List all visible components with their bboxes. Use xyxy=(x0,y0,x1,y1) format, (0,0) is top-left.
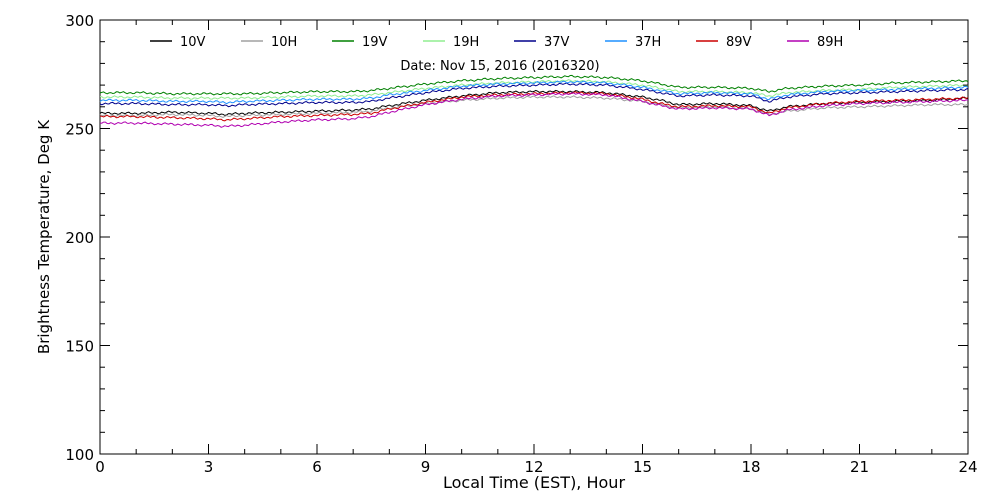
x-tick-label: 12 xyxy=(524,458,543,476)
x-axis-label: Local Time (EST), Hour xyxy=(443,473,625,492)
y-tick-label: 200 xyxy=(65,229,94,247)
legend-label-37v: 37V xyxy=(544,35,570,50)
y-tick-label: 300 xyxy=(65,12,94,30)
y-axis-label: Brightness Temperature, Deg K xyxy=(35,119,53,354)
legend: 10V 10H 19V 19H 37V 37H 89V 89H xyxy=(150,35,843,50)
x-tick-label: 0 xyxy=(95,458,105,476)
legend-label-19h: 19H xyxy=(453,35,479,50)
series-line-89h xyxy=(99,92,969,128)
legend-label-10v: 10V xyxy=(180,35,206,50)
series-line-19v xyxy=(99,74,969,96)
legend-label-10h: 10H xyxy=(271,35,297,50)
x-tick-label: 18 xyxy=(741,458,760,476)
legend-label-89h: 89H xyxy=(817,35,843,50)
y-tick-label: 100 xyxy=(65,446,94,464)
series-layer xyxy=(99,74,969,128)
series-line-37v xyxy=(99,82,969,108)
y-tick-label: 150 xyxy=(65,338,94,356)
x-tick-label: 15 xyxy=(633,458,652,476)
legend-label-89v: 89V xyxy=(726,35,752,50)
y-tick-label: 250 xyxy=(65,121,94,139)
legend-label-37h: 37H xyxy=(635,35,661,50)
series-line-10h xyxy=(99,95,969,118)
series-line-19h xyxy=(99,79,969,100)
series-line-89v xyxy=(99,91,969,122)
date-annotation: Date: Nov 15, 2016 (2016320) xyxy=(400,59,599,74)
series-line-37h xyxy=(99,80,969,105)
x-tick-label: 21 xyxy=(850,458,869,476)
x-tick-label: 9 xyxy=(421,458,431,476)
x-tick-label: 6 xyxy=(312,458,322,476)
x-tick-label: 24 xyxy=(958,458,977,476)
legend-label-19v: 19V xyxy=(362,35,388,50)
x-tick-label: 3 xyxy=(204,458,214,476)
axes-layer: 0 3 6 9 12 15 18 21 24 100 150 200 250 300 xyxy=(65,12,977,476)
